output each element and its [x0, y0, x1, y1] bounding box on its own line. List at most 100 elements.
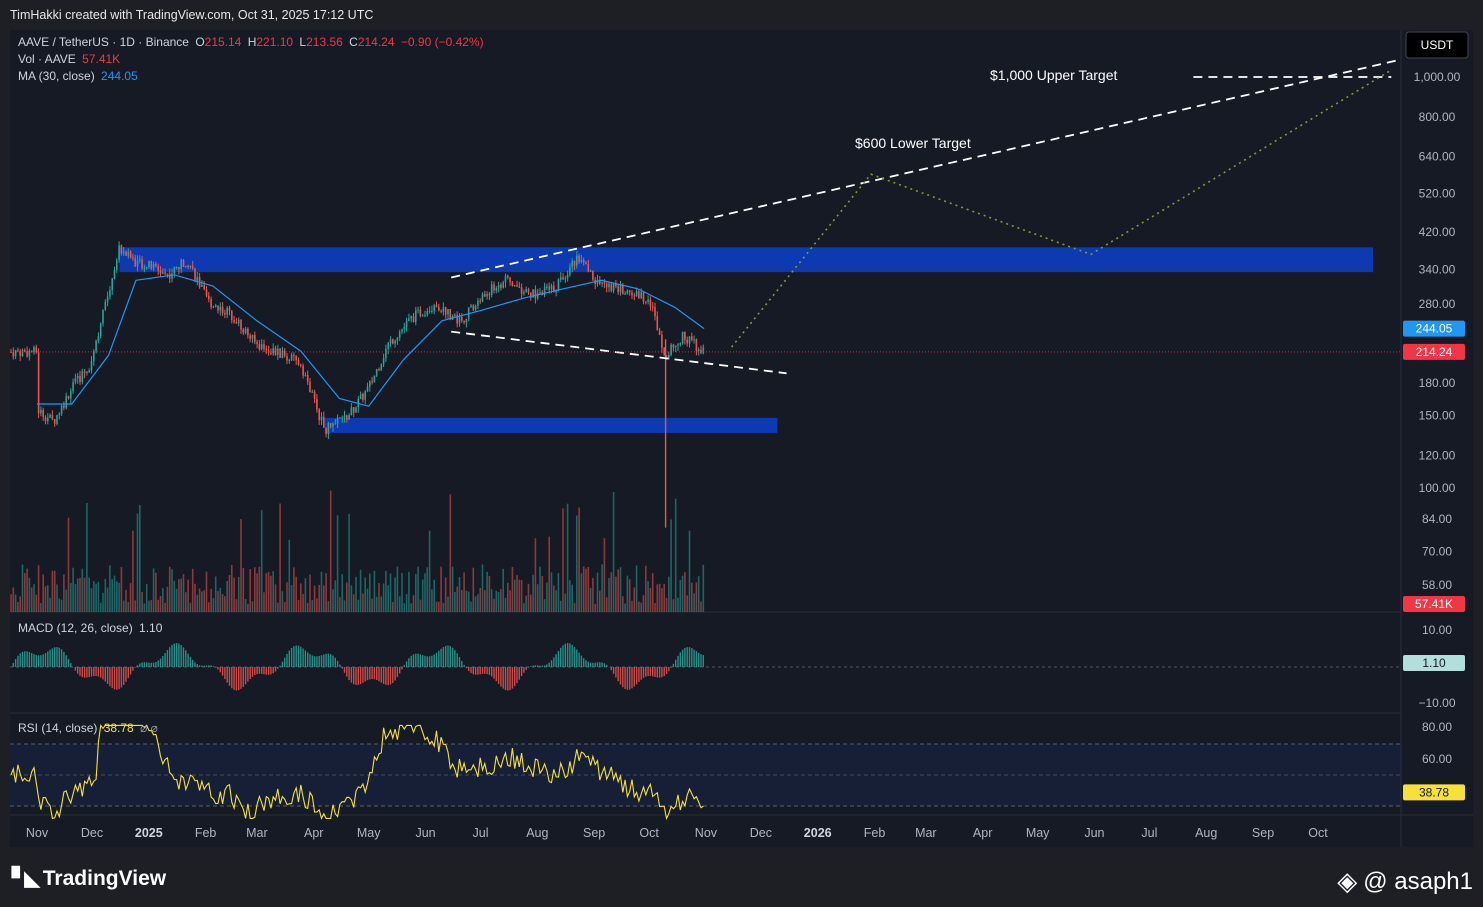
volume-bar: [65, 589, 67, 612]
candle-body: [622, 285, 624, 295]
volume-bar: [640, 602, 642, 612]
volume-bar: [516, 575, 518, 612]
price-chart-svg[interactable]: $1,000 Upper Target $600 Lower Target 1,00…: [10, 30, 1473, 847]
macd-tag-bg: [1403, 655, 1465, 671]
volume-bar: [228, 574, 231, 612]
volume-bar: [587, 566, 590, 612]
candle-body: [385, 348, 387, 359]
candle-body: [502, 282, 504, 288]
candle-body: [412, 316, 415, 322]
candle-body: [173, 267, 176, 274]
volume-bar: [196, 594, 199, 612]
ma-label: MA (30, close): [18, 69, 95, 83]
volume-bar: [608, 578, 610, 612]
open-value: 215.14: [204, 35, 242, 49]
candle-body: [428, 310, 431, 312]
volume-bar: [401, 573, 403, 612]
volume-bar: [357, 599, 360, 612]
volume-bar: [187, 579, 189, 612]
candle-body: [79, 375, 81, 382]
volume-bar: [438, 601, 440, 612]
candle-body: [74, 378, 77, 383]
volume-tag: 57.41K: [1415, 597, 1453, 611]
high-value: 221.10: [256, 35, 294, 49]
candle-body: [132, 257, 134, 259]
candle-body: [145, 266, 148, 269]
volume-bar: [263, 592, 265, 612]
volume-bar: [642, 595, 645, 612]
time-axis-tick: Sep: [583, 826, 605, 840]
volume-bar: [118, 582, 120, 612]
volume-bar: [396, 566, 399, 612]
candle-body: [362, 393, 364, 400]
volume-bar: [168, 566, 171, 612]
volume-bar: [180, 578, 182, 612]
volume-bar: [520, 580, 523, 612]
volume-bar: [555, 590, 557, 612]
candle-body: [645, 301, 647, 303]
candle-body: [369, 381, 371, 387]
footer-bar: [0, 847, 1483, 907]
volume-bar: [695, 582, 698, 612]
volume-bar: [348, 513, 350, 612]
candle-body: [24, 350, 26, 352]
volume-bar: [647, 581, 649, 612]
volume-bar: [410, 603, 412, 612]
volume-bar: [274, 584, 277, 612]
volume-bar: [686, 595, 688, 612]
volume-bar: [166, 586, 169, 612]
volume-bar: [668, 576, 670, 612]
candle-body: [601, 282, 603, 284]
volume-bar: [210, 588, 212, 612]
candle-body: [415, 310, 417, 322]
candle-body: [70, 391, 72, 399]
candle-body: [187, 265, 189, 267]
volume-bar: [316, 598, 318, 612]
candle-body: [684, 331, 686, 340]
time-axis-tick: Feb: [864, 826, 886, 840]
volume-bar: [562, 508, 564, 612]
volume-bar: [47, 585, 49, 612]
candle-body: [507, 275, 509, 278]
volume-bar: [251, 601, 254, 612]
volume-bar: [325, 573, 327, 612]
volume-bar: [500, 589, 502, 612]
volume-bar: [398, 596, 401, 612]
volume-bar: [566, 503, 569, 612]
time-axis-tick: Dec: [81, 826, 103, 840]
volume-bar: [373, 570, 376, 612]
volume-bar: [493, 598, 495, 612]
candle-body: [444, 307, 447, 315]
candle-body: [398, 331, 401, 338]
time-axis-tick: Mar: [915, 826, 937, 840]
currency-label[interactable]: USDT: [1421, 38, 1454, 52]
candle-body: [155, 264, 157, 266]
chart-area[interactable]: $1,000 Upper Target $600 Lower Target 1,00…: [10, 30, 1473, 847]
price-axis-tick: 180.00: [1419, 376, 1456, 390]
candle-body: [242, 329, 245, 333]
candle-body: [309, 381, 311, 393]
candle-body: [532, 289, 534, 298]
candle-body: [495, 288, 498, 291]
volume-bar: [569, 580, 571, 612]
volume-bar: [233, 577, 235, 612]
candle-body: [530, 292, 532, 298]
candle-body: [442, 307, 445, 312]
candle-body: [60, 405, 63, 414]
candle-body: [219, 306, 222, 311]
volume-bar: [601, 564, 603, 612]
volume-bar: [339, 597, 341, 612]
volume-bar: [24, 573, 26, 612]
rsi-axis-tick: 60.00: [1422, 752, 1452, 766]
candle-body: [95, 340, 97, 352]
ohlc-legend: AAVE / TetherUS · 1D · Binance O215.14 H…: [18, 35, 484, 49]
candle-body: [120, 245, 123, 254]
tradingview-logo[interactable]: ▘◣ TradingView: [12, 866, 166, 891]
price-axis-tick: 120.00: [1419, 448, 1456, 462]
volume-bar: [484, 590, 486, 612]
volume-bar: [628, 579, 631, 612]
volume-bar: [605, 597, 608, 612]
volume-bar: [691, 582, 693, 612]
volume-bar: [550, 572, 553, 612]
volume-bar: [120, 567, 123, 612]
